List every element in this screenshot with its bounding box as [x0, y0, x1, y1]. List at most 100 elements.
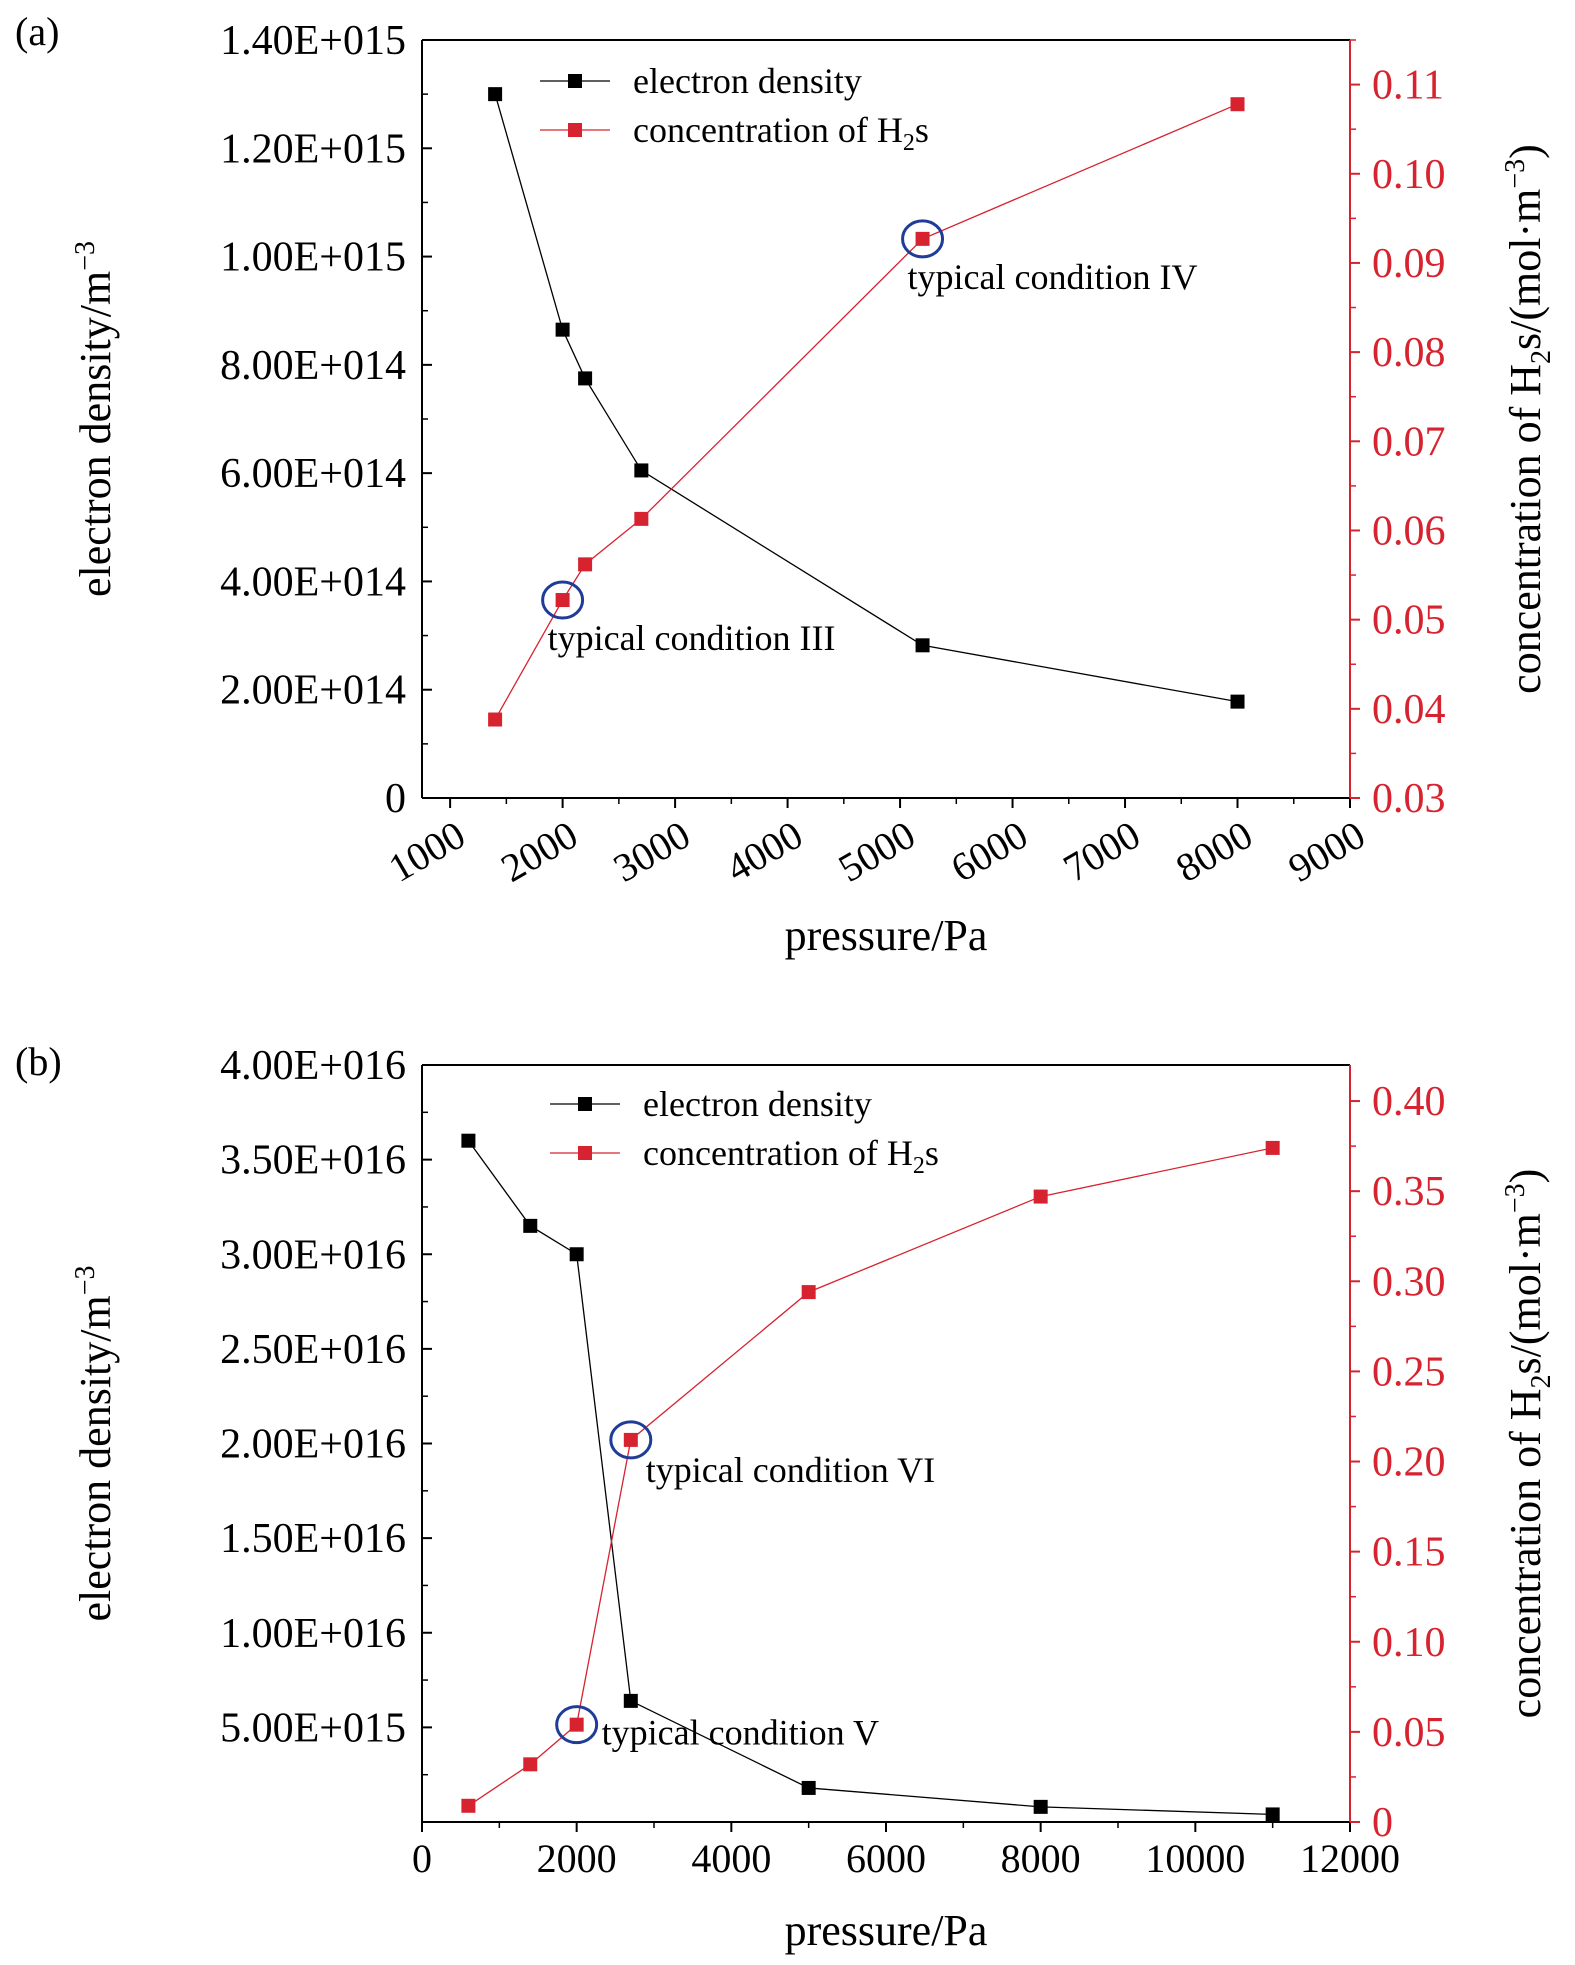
x-tick-label: 8000: [1001, 1836, 1081, 1881]
right-y-axis-title: concentration of H2s/(mol·m−3): [1500, 1169, 1557, 1719]
highlight-circle: [609, 1420, 653, 1460]
x-tick-label: 4000: [691, 1836, 771, 1881]
h2s-concentration-line: [494, 103, 1238, 720]
x-tick-label: 6000: [943, 812, 1035, 891]
x-tick-label: 5000: [831, 812, 923, 891]
left-y-axis-title: electron density/m−3: [70, 1265, 120, 1621]
electron-density-point: [915, 638, 930, 653]
right-y-tick-label: 0.40: [1372, 1079, 1446, 1125]
legend-marker-electron-density: [578, 1097, 592, 1111]
right-y-axis-title: concentration of H2s/(mol·m−3): [1500, 144, 1557, 694]
left-y-tick-label: 6.00E+014: [220, 451, 406, 497]
h2s-concentration-point: [555, 593, 570, 608]
right-y-tick-label: 0.05: [1372, 1710, 1446, 1756]
x-tick-label: 3000: [606, 812, 698, 891]
x-tick-label: 2000: [493, 812, 585, 891]
right-y-tick-label: 0: [1372, 1800, 1393, 1846]
electron-density-point: [488, 87, 503, 102]
left-y-tick-label: 1.50E+016: [220, 1516, 406, 1562]
electron-density-point: [634, 463, 649, 478]
highlight-circle: [901, 219, 945, 259]
right-y-tick-label: 0.09: [1372, 241, 1446, 287]
x-tick-label: 1000: [381, 812, 473, 891]
electron-density-point: [1265, 1807, 1280, 1822]
left-y-tick-label: 1.20E+015: [220, 126, 406, 172]
left-y-axis-title: electron density/m−3: [70, 241, 120, 597]
legend-label-h2s: concentration of H2s: [633, 110, 929, 156]
h2s-concentration-point: [634, 511, 649, 526]
x-tick-label: 4000: [718, 812, 810, 891]
right-y-tick-label: 0.10: [1372, 152, 1446, 198]
annotation-label: typical condition IV: [908, 257, 1198, 297]
x-tick-label: 10000: [1145, 1836, 1245, 1881]
left-y-tick-label: 3.00E+016: [220, 1232, 406, 1278]
right-y-tick-label: 0.04: [1372, 687, 1446, 733]
electron-density-point: [555, 322, 570, 337]
right-y-tick-label: 0.03: [1372, 776, 1446, 822]
electron-density-point: [1230, 694, 1245, 709]
chart-panel-a: (a) 1000 2000 3000 4000 5000 6000 7000 8000 9000 p…: [15, 9, 1557, 960]
h2s-concentration-point: [915, 231, 930, 246]
legend-marker-electron-density: [568, 74, 582, 88]
left-y-tick-label: 0: [385, 776, 406, 822]
legend: electron density concentration of H2s: [540, 61, 929, 156]
right-y-tick-label: 0.06: [1372, 508, 1446, 554]
panel-label: (a): [15, 9, 59, 54]
annotation-label: typical condition III: [548, 618, 836, 658]
h2s-concentration-point: [523, 1757, 538, 1772]
h2s-concentration-point: [1033, 1189, 1048, 1204]
left-y-tick-label: 1.00E+015: [220, 235, 406, 281]
right-y-tick-label: 0.07: [1372, 419, 1446, 465]
right-y-tick-label: 0.30: [1372, 1259, 1446, 1305]
highlight-circle: [541, 580, 585, 620]
x-tick-label: 8000: [1168, 812, 1260, 891]
electron-density-point: [801, 1780, 816, 1795]
electron-density-point: [523, 1218, 538, 1233]
legend-label-electron-density: electron density: [643, 1084, 872, 1124]
legend-marker-h2s: [568, 123, 582, 137]
right-y-tick-label: 0.25: [1372, 1349, 1446, 1395]
right-y-tick-label: 0.08: [1372, 330, 1446, 376]
h2s-concentration-point: [1230, 97, 1245, 112]
left-y-tick-label: 2.00E+016: [220, 1422, 406, 1468]
legend-marker-h2s: [578, 1146, 592, 1160]
legend-label-h2s: concentration of H2s: [643, 1133, 939, 1179]
electron-density-line: [494, 93, 1238, 703]
left-y-tick-label: 5.00E+015: [220, 1705, 406, 1751]
electron-density-point: [1033, 1799, 1048, 1814]
electron-density-point: [578, 371, 593, 386]
electron-density-point: [569, 1247, 584, 1262]
x-tick-label: 2000: [537, 1836, 617, 1881]
chart-panel-b: (b) 0 2000 4000 6000 8000 10000 12000 pressure/P…: [15, 1039, 1557, 1955]
left-y-tick-label: 2.00E+014: [220, 668, 406, 714]
x-tick-label: 12000: [1300, 1836, 1400, 1881]
right-y-tick-label: 0.35: [1372, 1169, 1446, 1215]
h2s-concentration-point: [461, 1798, 476, 1813]
h2s-concentration-point: [488, 712, 503, 727]
legend: electron density concentration of H2s: [550, 1084, 939, 1179]
highlight-circle: [555, 1705, 599, 1745]
panel-label: (b): [15, 1039, 62, 1084]
h2s-concentration-point: [623, 1432, 638, 1447]
x-tick-label: 7000: [1056, 812, 1148, 891]
left-y-tick-label: 4.00E+016: [220, 1043, 406, 1089]
left-y-tick-label: 1.40E+015: [220, 18, 406, 64]
left-y-tick-label: 3.50E+016: [220, 1138, 406, 1184]
x-tick-label: 9000: [1281, 812, 1373, 891]
left-y-tick-label: 1.00E+016: [220, 1611, 406, 1657]
right-y-tick-label: 0.15: [1372, 1530, 1446, 1576]
annotation-label: typical condition V: [602, 1713, 879, 1753]
left-y-tick-label: 8.00E+014: [220, 343, 406, 389]
h2s-concentration-point: [578, 557, 593, 572]
h2s-concentration-point: [801, 1285, 816, 1300]
h2s-concentration-point: [569, 1717, 584, 1732]
x-tick-label: 0: [412, 1836, 432, 1881]
right-y-tick-label: 0.05: [1372, 598, 1446, 644]
electron-density-point: [461, 1133, 476, 1148]
h2s-concentration-point: [1265, 1140, 1280, 1155]
left-y-tick-label: 4.00E+014: [220, 559, 406, 605]
right-y-tick-label: 0.10: [1372, 1620, 1446, 1666]
left-y-tick-label: 2.50E+016: [220, 1327, 406, 1373]
electron-density-point: [623, 1693, 638, 1708]
